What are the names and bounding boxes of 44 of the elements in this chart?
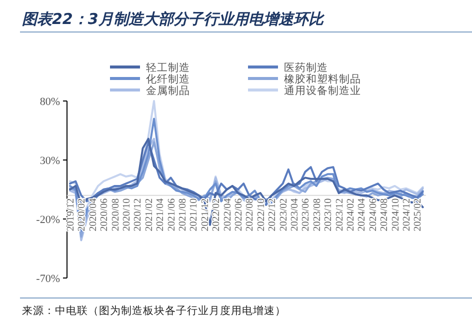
source-note: 来源：中电联（图为制造板块各子行业月度用电增速） bbox=[22, 304, 286, 317]
x-tick-label: 2022/04 bbox=[222, 198, 234, 232]
x-tick-label: 2024/06 bbox=[368, 198, 379, 232]
x-tick-label: 2021/12 bbox=[200, 198, 211, 232]
x-tick-label: 2023/10 bbox=[323, 198, 334, 232]
x-tick-label: 2021/02 bbox=[144, 198, 155, 232]
y-tick-label: 80% bbox=[40, 96, 60, 108]
x-tick-label: 2021/06 bbox=[166, 198, 178, 232]
x-tick-label: 2023/06 bbox=[300, 198, 312, 232]
x-tick-label: 2022/12 bbox=[267, 198, 278, 232]
legend-label: 医药制造 bbox=[284, 61, 328, 74]
x-tick-label: 2019/12 bbox=[66, 198, 76, 232]
legend-label: 通用设备制造业 bbox=[284, 84, 361, 97]
x-tick-label: 2020/02 bbox=[76, 198, 88, 232]
legend-label: 橡胶和塑料制品 bbox=[284, 72, 361, 86]
x-tick-label: 2020/04 bbox=[88, 198, 99, 232]
y-tick-label: 30% bbox=[40, 155, 60, 167]
x-tick-label: 2021/10 bbox=[188, 198, 200, 232]
y-tick-label: -20% bbox=[36, 214, 60, 226]
x-tick-label: 2022/10 bbox=[256, 198, 267, 232]
x-tick-label: 2022/02 bbox=[211, 198, 222, 232]
x-tick-label: 2020/06 bbox=[99, 198, 110, 232]
x-tick-label: 2022/08 bbox=[244, 198, 256, 232]
legend-label: 金属制品 bbox=[146, 84, 190, 97]
x-tick-label: 2024/02 bbox=[346, 198, 356, 232]
x-tick-label: 2021/08 bbox=[178, 198, 188, 232]
x-tick-label: 2024/12 bbox=[402, 198, 412, 232]
x-tick-label: 2021/04 bbox=[155, 198, 166, 232]
legend-label: 化纤制造 bbox=[146, 72, 190, 86]
x-tick-label: 2023/04 bbox=[290, 198, 300, 232]
chart-title: 图表22：3月制造大部分子行业用电增速环比 bbox=[22, 10, 326, 28]
x-tick-label: 2024/08 bbox=[379, 198, 390, 232]
x-tick-label: 2020/08 bbox=[110, 198, 122, 232]
x-tick-label: 2023/02 bbox=[278, 198, 290, 232]
x-tick-label: 2023/08 bbox=[312, 198, 323, 232]
x-tick-label: 2022/06 bbox=[234, 198, 244, 232]
y-tick-label: -70% bbox=[36, 273, 60, 285]
legend-label: 轻工制造 bbox=[146, 61, 190, 74]
x-tick-label: 2023/12 bbox=[334, 198, 346, 232]
x-tick-label: 2020/12 bbox=[132, 198, 144, 232]
x-tick-label: 2025/02 bbox=[412, 198, 424, 232]
x-tick-label: 2020/10 bbox=[122, 198, 132, 232]
x-tick-label: 2024/10 bbox=[390, 198, 402, 232]
x-tick-label: 2024/04 bbox=[356, 198, 368, 232]
